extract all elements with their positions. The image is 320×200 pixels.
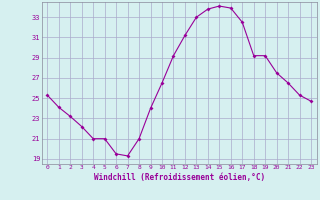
X-axis label: Windchill (Refroidissement éolien,°C): Windchill (Refroidissement éolien,°C) — [94, 173, 265, 182]
